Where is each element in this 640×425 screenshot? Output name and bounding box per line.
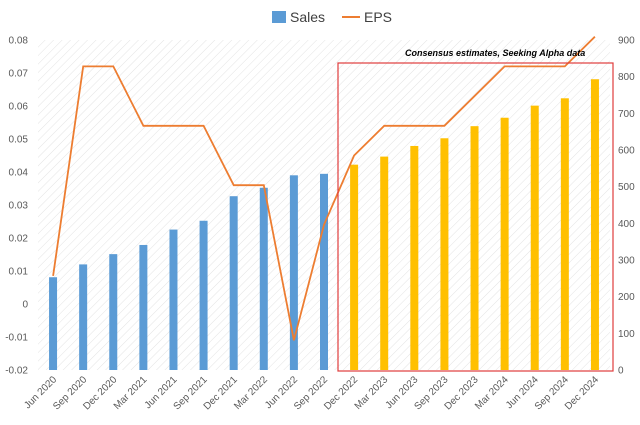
sales-bar [199,220,208,370]
y-axis-right: 0 100 200 300 400 500 600 700 800 900 [618,36,635,377]
x-tick-label: Mar 2024 [473,374,511,412]
legend: Sales EPS [272,9,392,25]
y-right-tick-label: 600 [618,146,635,157]
y-left-tick-label: -0.02 [5,366,28,377]
y-left-tick-label: 0.02 [9,234,29,245]
eps-line [52,36,596,341]
legend-swatch-sales [272,11,286,23]
sales-bar [530,105,539,370]
y-right-tick-label: 200 [618,292,635,303]
sales-bar [320,173,328,370]
sales-bar [229,196,238,370]
sales-bar [410,145,419,370]
legend-label-sales: Sales [290,9,325,25]
y-right-tick-label: 700 [618,109,635,120]
sales-bar [289,175,298,370]
x-tick-label: Mar 2022 [232,374,270,412]
y-right-tick-label: 400 [618,219,635,230]
y-left-tick-label: 0.04 [9,168,29,179]
y-right-tick-label: 100 [618,329,635,340]
x-tick-label: Mar 2021 [112,374,150,412]
y-right-tick-label: 500 [618,182,635,193]
x-tick-label: Dec 2024 [563,374,601,412]
y-left-tick-label: 0.06 [9,102,29,113]
y-left-tick-label: -0.01 [5,333,28,344]
sales-bar [440,138,449,370]
y-left-tick-label: 0 [22,300,28,311]
sales-bar [560,98,569,371]
sales-bar [49,277,58,370]
estimate-box [337,62,614,372]
x-tick-label: Mar 2023 [353,374,391,412]
sales-bar [259,187,268,370]
sales-bar [380,156,389,370]
sales-bar [470,126,479,371]
y-right-tick-label: 800 [618,72,635,83]
sales-bar [169,229,178,370]
y-axis-left: -0.02 -0.01 0 0.01 0.02 0.03 0.04 0.05 0.06 0.07 0… [5,36,28,377]
sales-bar [590,79,599,370]
sales-bars [49,79,599,371]
y-left-tick-label: 0.05 [9,135,29,146]
sales-bar [79,264,88,370]
sales-bar [350,164,359,370]
y-right-tick-label: 0 [618,366,624,377]
y-right-tick-label: 300 [618,256,635,267]
estimate-annotation: Consensus estimates, Seeking Alpha data [405,48,585,58]
sales-bar [500,117,509,370]
sales-bar [139,244,148,370]
sales-bar [109,254,118,370]
legend-label-eps: EPS [364,9,392,25]
y-left-tick-label: 0.03 [9,201,29,212]
y-right-tick-label: 900 [618,36,635,47]
y-left-tick-label: 0.01 [9,267,29,278]
y-left-tick-label: 0.07 [9,69,29,80]
y-left-tick-label: 0.08 [9,36,29,47]
